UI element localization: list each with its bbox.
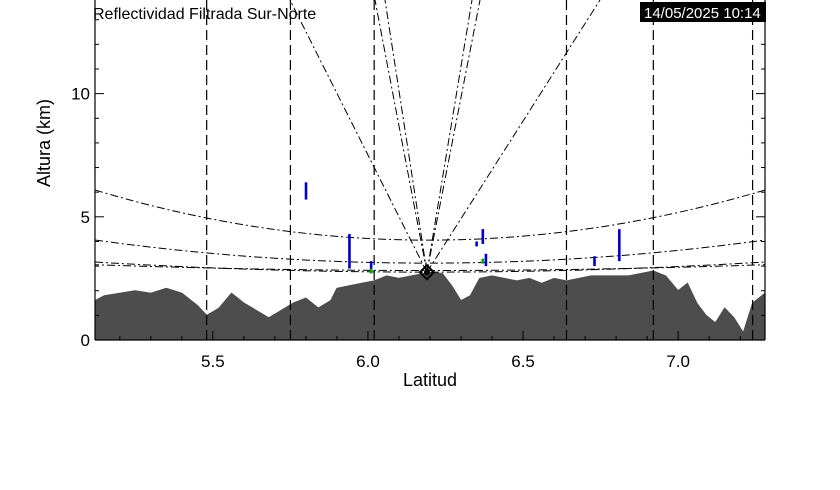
- x-tick-label: 6.0: [356, 352, 380, 371]
- y-tick-label: 5: [81, 208, 90, 227]
- beam-line: [426, 0, 481, 273]
- beam-line: [426, 0, 601, 273]
- reflectivity-cell: [304, 182, 308, 200]
- y-tick-label: 0: [81, 331, 90, 350]
- reflectivity-cell: [369, 268, 373, 274]
- radar-marker-center: [423, 269, 430, 276]
- timestamp: 14/05/2025 10:14: [644, 5, 761, 22]
- reflectivity-cell: [369, 261, 373, 272]
- reflectivity-cell: [475, 241, 478, 247]
- axes: 0 5 10 5.5 6.0 6.5 7.0: [71, 0, 766, 371]
- terrain-area: [95, 270, 765, 340]
- beam-curve: [95, 189, 765, 241]
- reflectivity-cell: [484, 253, 488, 267]
- radar-marker: [418, 263, 436, 281]
- beam-line: [374, 0, 428, 273]
- reflectivity-cell: [618, 229, 621, 262]
- x-axis-label: Latitud: [403, 370, 457, 390]
- chart-title: Reflectividad Filtrada Sur-Norte: [93, 6, 316, 23]
- beam-line: [426, 0, 473, 273]
- beam-curve: [95, 239, 765, 264]
- reflectivity-cell: [593, 256, 596, 267]
- y-axis-label: Altura (km): [34, 99, 54, 187]
- x-tick-label: 5.5: [201, 352, 225, 371]
- reflectivity-cell: [481, 229, 485, 244]
- plot-area: [95, 0, 765, 340]
- reflectivity-cell: [348, 234, 351, 269]
- x-tick-label: 6.5: [511, 352, 535, 371]
- timestamp-background: [640, 2, 766, 22]
- x-tick-label: 7.0: [666, 352, 690, 371]
- reflectivity-cell: [481, 258, 485, 264]
- beam-line: [289, 0, 428, 273]
- beam-line: [384, 0, 428, 273]
- y-tick-label: 10: [71, 85, 90, 104]
